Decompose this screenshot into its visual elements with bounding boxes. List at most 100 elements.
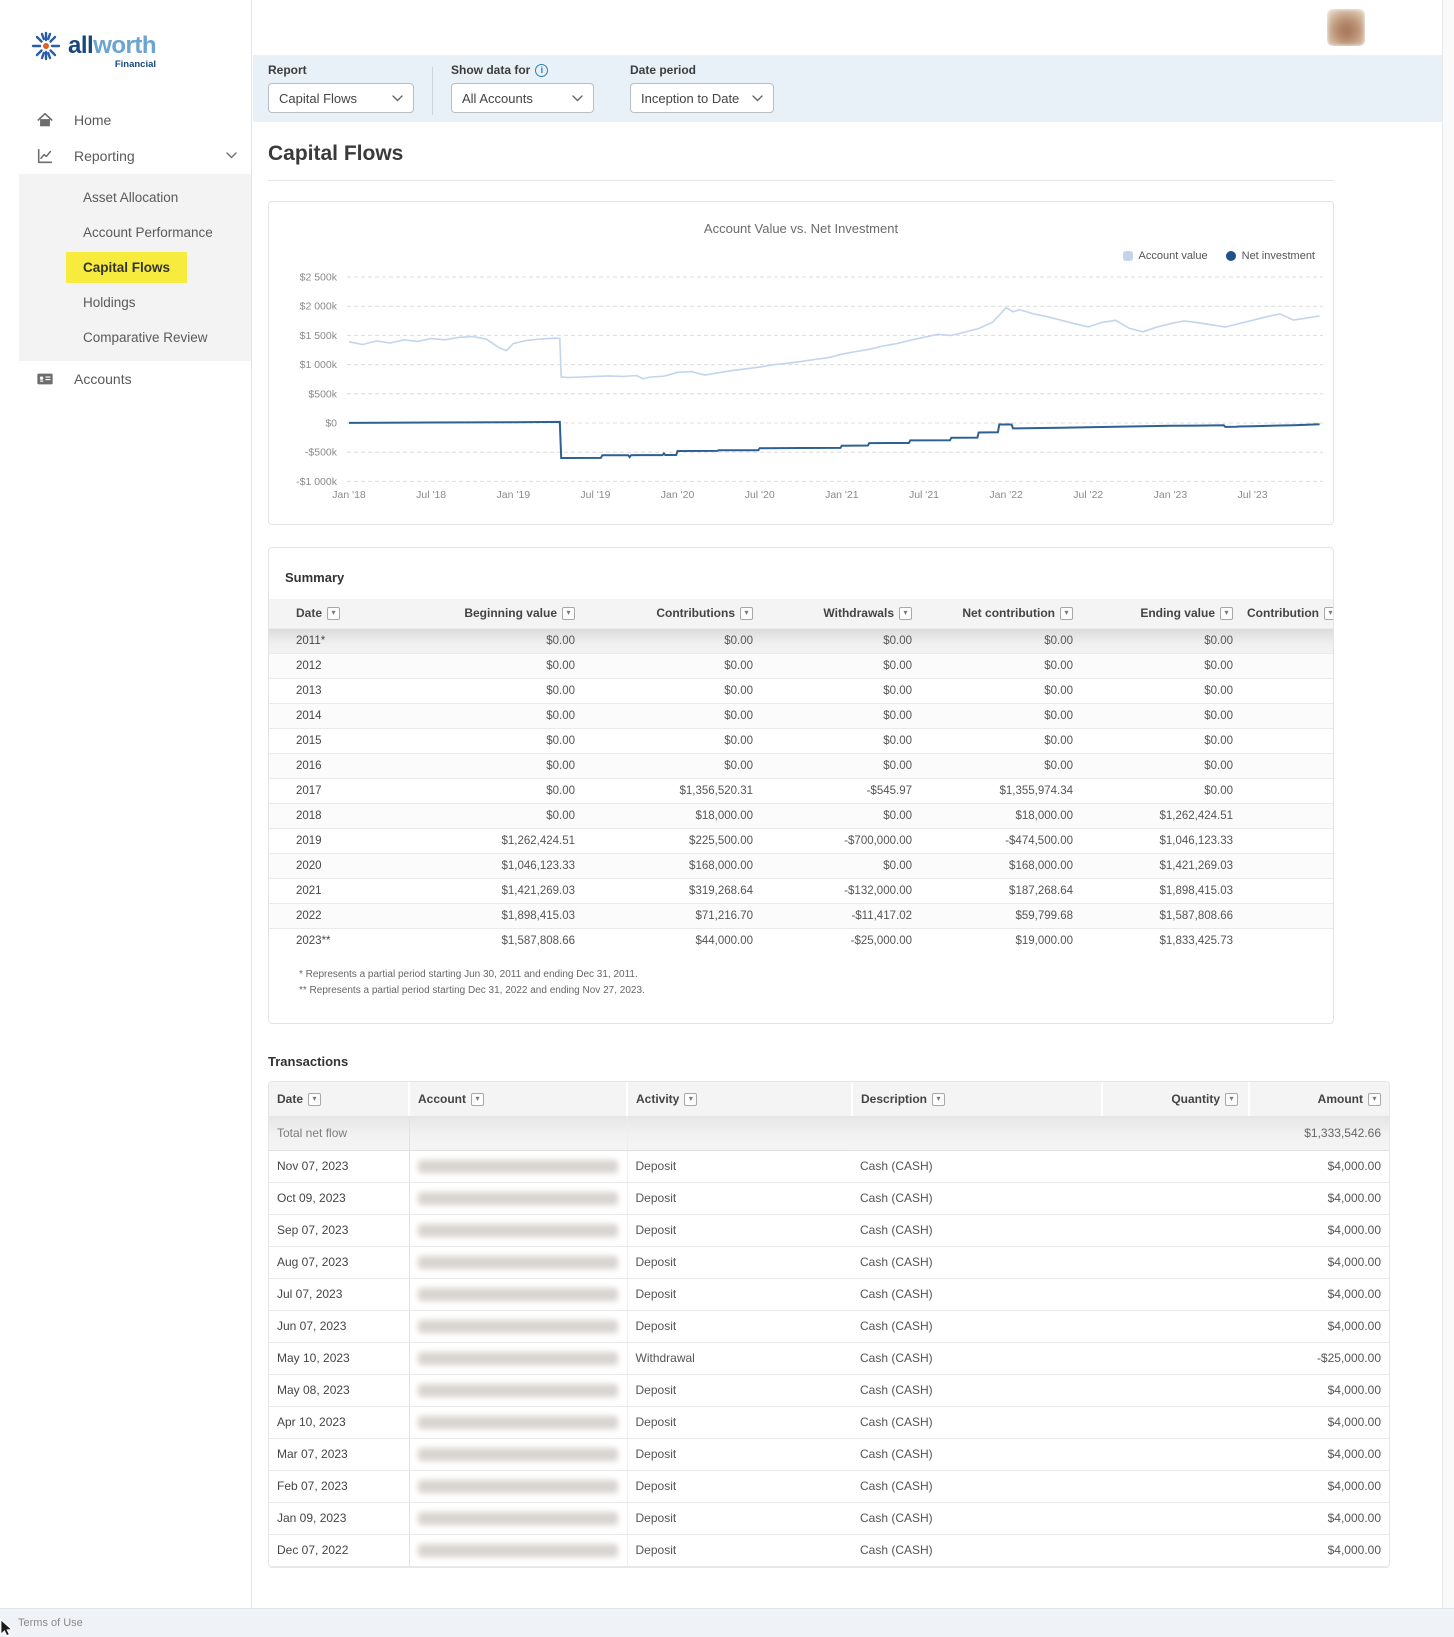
- column-header: Description: [852, 1082, 1103, 1116]
- transactions-table: Date Account Activity Description Quantity Am…: [269, 1082, 1389, 1567]
- page-scrollbar[interactable]: [1442, 0, 1454, 1608]
- column-header: Quantity: [1102, 1082, 1250, 1116]
- submenu-item-holdings[interactable]: Holdings: [83, 295, 136, 310]
- column-filter-icon[interactable]: [327, 606, 341, 620]
- content: Capital Flows Account Value vs. Net Inve…: [253, 142, 1442, 1568]
- transaction-row: Jul 07, 2023 Deposit Cash (CASH) $4,000.00: [269, 1278, 1389, 1311]
- redacted-account: [417, 1255, 618, 1269]
- summary-row: 2014 $0.00 $0.00 $0.00 $0.00 $0.00: [269, 702, 1333, 728]
- redacted-account: [417, 1511, 618, 1525]
- title-divider: [268, 180, 1334, 181]
- sidebar-item-accounts[interactable]: Accounts: [0, 361, 251, 397]
- column-header-label: Amount: [1317, 1092, 1363, 1106]
- user-avatar[interactable]: [1327, 9, 1365, 46]
- sidebar-item-home[interactable]: Home: [0, 102, 251, 138]
- allworth-logo[interactable]: allworth Financial: [30, 30, 251, 69]
- date-period-select[interactable]: Inception to Date: [630, 83, 774, 113]
- summary-footnotes: * Represents a partial period starting J…: [269, 953, 1333, 1023]
- reporting-submenu: Asset Allocation Account Performance Cap…: [19, 174, 251, 361]
- submenu-item-comparative-review[interactable]: Comparative Review: [83, 330, 208, 345]
- series-account-value: [348, 306, 1320, 380]
- info-icon[interactable]: [535, 63, 549, 77]
- column-filter-icon[interactable]: [1225, 1092, 1238, 1106]
- submenu-item-account-performance[interactable]: Account Performance: [83, 225, 213, 240]
- column-filter-icon[interactable]: [562, 606, 575, 620]
- report-select[interactable]: Capital Flows: [268, 83, 414, 113]
- redacted-account: [417, 1415, 618, 1429]
- show-data-select[interactable]: All Accounts: [451, 83, 594, 113]
- summary-row: 2016 $0.00 $0.00 $0.00 $0.00 $0.00: [269, 752, 1333, 778]
- y-axis-tick-label: $2 000k: [300, 301, 338, 313]
- transaction-row: Mar 07, 2023 Deposit Cash (CASH) $4,000.00: [269, 1438, 1389, 1471]
- chart-title: Account Value vs. Net Investment: [703, 221, 899, 236]
- redacted-account: [417, 1223, 618, 1237]
- transaction-row: Sep 07, 2023 Deposit Cash (CASH) $4,000.00: [269, 1214, 1389, 1247]
- column-filter-icon[interactable]: [471, 1092, 484, 1106]
- total-net-flow-label: Total net flow: [269, 1116, 410, 1151]
- chevron-down-icon: [392, 94, 403, 101]
- summary-row: 2020 $1,046,123.33 $168,000.00 $0.00 $168,00…: [269, 852, 1333, 878]
- column-header-label: Description: [861, 1092, 928, 1106]
- x-axis-tick-label: Jul '20: [745, 489, 775, 501]
- column-header: Date: [269, 599, 419, 628]
- x-axis-tick-label: Jul '22: [1073, 489, 1103, 501]
- x-axis-tick-label: Jan '19: [497, 489, 531, 501]
- column-filter-icon[interactable]: [899, 606, 912, 620]
- mouse-cursor: [0, 1619, 13, 1637]
- x-axis-tick-label: Jan '21: [825, 489, 859, 501]
- summary-table: Date Beginning value Contributions Withdraw…: [269, 599, 1333, 953]
- submenu-item-asset-allocation[interactable]: Asset Allocation: [83, 190, 179, 205]
- transaction-row: Aug 07, 2023 Deposit Cash (CASH) $4,000.00: [269, 1246, 1389, 1279]
- chevron-down-icon: [752, 94, 763, 101]
- x-axis-tick-label: Jul '23: [1238, 489, 1268, 501]
- column-header: Date: [269, 1082, 410, 1116]
- capital-flows-chart[interactable]: $2 500k $2 000k $1 500k $1 000k $500k $0 -$500…: [269, 202, 1333, 524]
- submenu-item-capital-flows-active[interactable]: Capital Flows: [19, 250, 251, 285]
- column-header-label: Date: [277, 1092, 304, 1106]
- redacted-account: [417, 1543, 618, 1557]
- column-filter-icon[interactable]: [1060, 606, 1073, 620]
- column-header-label: Date: [296, 606, 323, 621]
- column-filter-icon[interactable]: [1368, 1092, 1381, 1106]
- sidebar-item-reporting[interactable]: Reporting: [0, 138, 251, 174]
- topbar: [253, 0, 1442, 55]
- terms-of-use-link[interactable]: Terms of Use: [18, 1617, 83, 1629]
- x-axis-tick-label: Jul '18: [416, 489, 446, 501]
- column-filter-icon[interactable]: [1323, 606, 1333, 620]
- legend-item-account-value[interactable]: Account value: [1122, 250, 1208, 262]
- summary-row: 2023** $1,587,808.66 $44,000.00 -$25,000.00…: [269, 927, 1333, 953]
- report-filter-label: Report: [268, 63, 307, 77]
- column-filter-icon[interactable]: [932, 1092, 946, 1106]
- chart-card: Account Value vs. Net Investment Account…: [268, 201, 1334, 525]
- transaction-row: Feb 07, 2023 Deposit Cash (CASH) $4,000.00: [269, 1470, 1389, 1503]
- summary-heading: Summary: [285, 570, 345, 585]
- transaction-row: Oct 09, 2023 Deposit Cash (CASH) $4,000.00: [269, 1182, 1389, 1215]
- transaction-row: May 10, 2023 Withdrawal Cash (CASH) -$25,00…: [269, 1342, 1389, 1375]
- column-filter-icon[interactable]: [308, 1092, 322, 1106]
- footer-bar: Terms of Use: [0, 1608, 1454, 1637]
- column-header: Activity: [627, 1082, 853, 1116]
- legend-item-net-investment[interactable]: Net investment: [1225, 250, 1315, 262]
- report-select-value: Capital Flows: [279, 90, 358, 106]
- column-filter-icon[interactable]: [1220, 606, 1233, 620]
- transactions-heading: Transactions: [268, 1054, 349, 1069]
- transaction-row: Dec 07, 2022 Deposit Cash (CASH) $4,000.00: [269, 1534, 1389, 1567]
- y-axis-tick-label: -$500k: [305, 447, 338, 459]
- line-chart-icon: [37, 148, 53, 164]
- redacted-account: [417, 1159, 618, 1173]
- x-axis-tick-label: Jan '18: [332, 489, 366, 501]
- column-filter-icon[interactable]: [740, 606, 753, 620]
- x-axis-tick-label: Jan '22: [989, 489, 1023, 501]
- column-header-label: Withdrawals: [823, 606, 894, 621]
- column-header-label: Activity: [636, 1092, 680, 1106]
- summary-row: 2019 $1,262,424.51 $225,500.00 -$700,000.00…: [269, 827, 1333, 853]
- column-filter-icon[interactable]: [684, 1092, 698, 1106]
- column-header: Amount: [1249, 1082, 1389, 1116]
- account-value-swatch: [1122, 251, 1133, 261]
- x-axis-tick-label: Jan '23: [1154, 489, 1188, 501]
- column-header: Account: [409, 1082, 628, 1116]
- y-axis-tick-label: $1 000k: [300, 359, 338, 371]
- chevron-down-icon: [572, 94, 583, 101]
- column-header: Withdrawals: [767, 599, 926, 628]
- summary-row: 2012 $0.00 $0.00 $0.00 $0.00 $0.00: [269, 652, 1333, 678]
